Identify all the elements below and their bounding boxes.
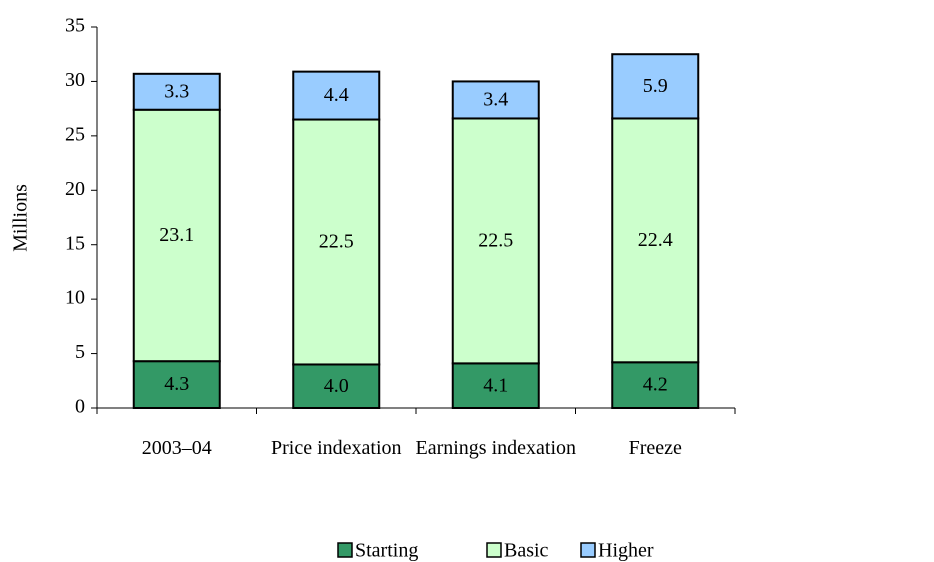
x-tick-label: 2003–04 [141, 437, 212, 459]
bar-segment [132, 360, 221, 410]
x-tick-label: Earnings indexation [415, 437, 577, 459]
bar-segment [132, 72, 221, 111]
bar-segment [611, 53, 700, 120]
y-tick-label: 25 [65, 123, 85, 145]
legend-label: Basic [504, 540, 549, 562]
bar-segment [451, 80, 540, 120]
data-label: 23.1 [159, 224, 194, 246]
y-tick-label: 10 [65, 287, 85, 309]
data-label: 4.0 [324, 375, 349, 397]
y-tick-label: 35 [65, 15, 85, 37]
data-label: 4.3 [164, 373, 189, 395]
legend-label: Starting [355, 540, 418, 562]
bar-segment [611, 361, 700, 409]
legend-swatch [337, 542, 353, 558]
legend-swatch [580, 542, 596, 558]
bar-segment [292, 70, 381, 121]
y-tick-label: 5 [75, 341, 85, 363]
y-tick-label: 30 [65, 69, 85, 91]
data-label: 22.5 [319, 231, 354, 253]
x-tick-label: Freeze [628, 437, 682, 459]
y-tick-label: 15 [65, 232, 85, 254]
data-label: 5.9 [643, 75, 668, 97]
data-label: 4.2 [643, 374, 668, 396]
data-label: 22.5 [478, 229, 513, 251]
legend-swatch [486, 542, 502, 558]
x-tick-label: Price indexation [270, 437, 402, 459]
data-label: 3.3 [164, 80, 189, 102]
bar-segment [132, 108, 221, 363]
legend-label: Higher [598, 540, 654, 562]
bar-segment [292, 118, 381, 366]
y-tick-label: 20 [65, 178, 85, 200]
data-label: 22.4 [638, 229, 673, 251]
bar-segment [451, 117, 540, 365]
bar-segment [611, 117, 700, 364]
data-label: 4.1 [483, 374, 508, 396]
data-label: 4.4 [324, 84, 349, 106]
y-axis-label: Millions [10, 184, 32, 252]
data-label: 3.4 [483, 89, 508, 111]
y-tick-label: 0 [75, 396, 85, 418]
